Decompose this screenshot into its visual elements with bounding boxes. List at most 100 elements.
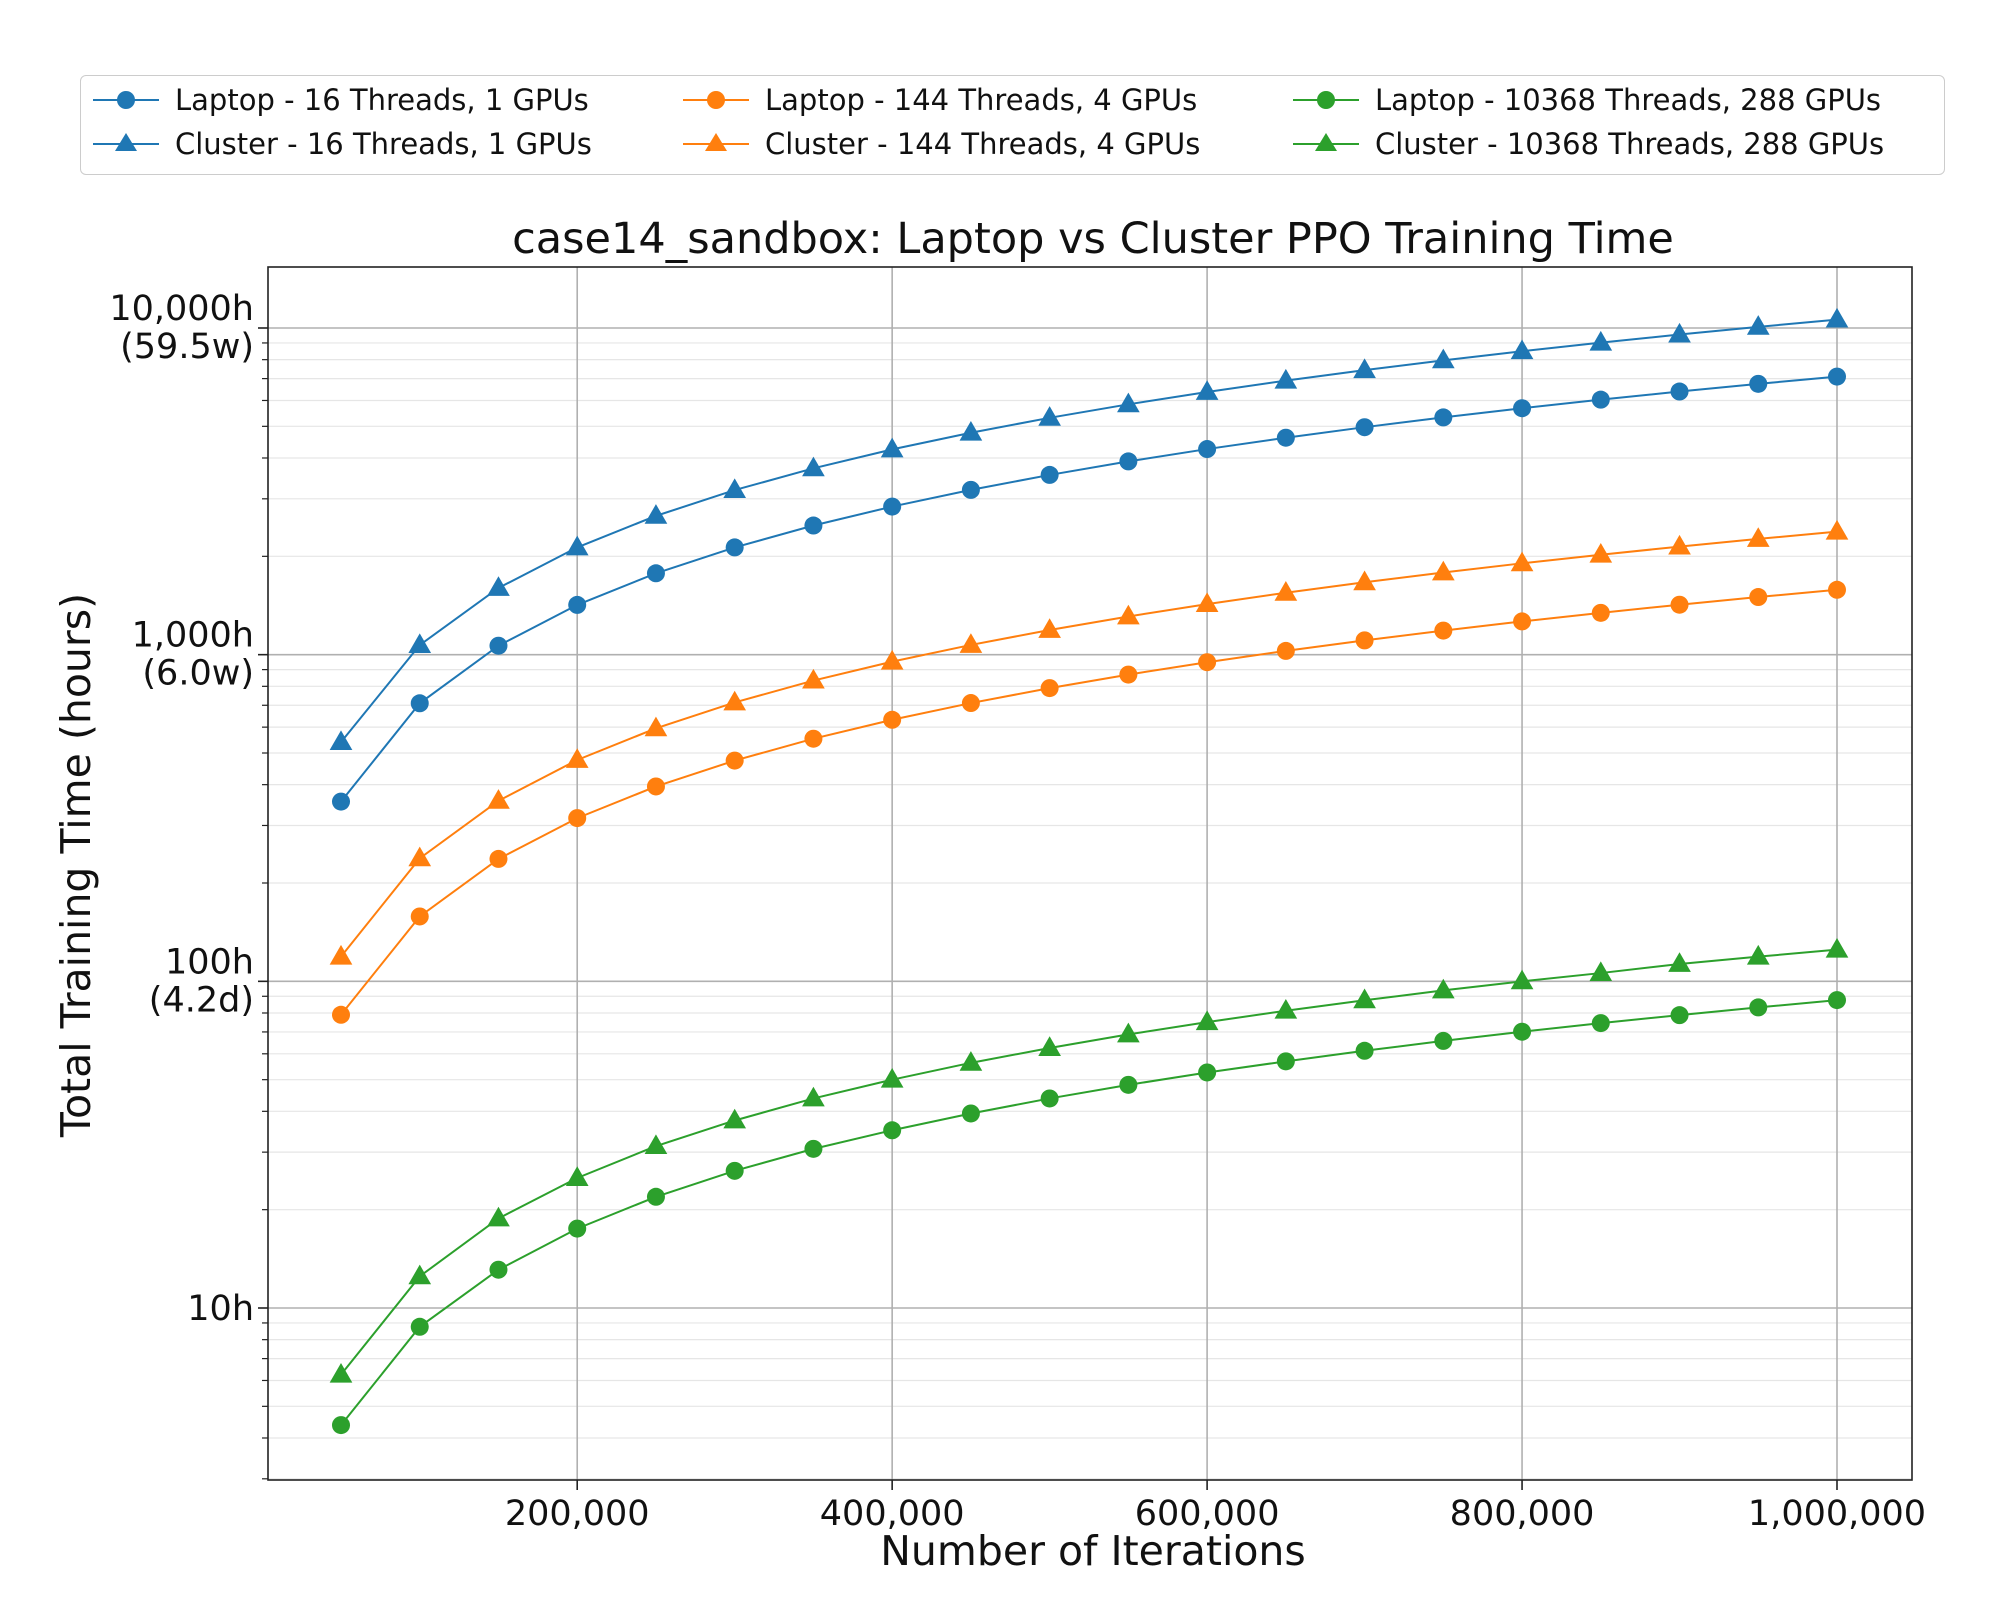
data-point-marker <box>1668 952 1691 972</box>
data-point-marker <box>1117 604 1140 625</box>
data-point-marker <box>565 748 589 768</box>
data-point-marker <box>723 478 747 499</box>
data-point-marker <box>408 846 432 867</box>
legend-label: Laptop - 144 Threads, 4 GPUs <box>765 83 1198 117</box>
data-point-marker <box>1431 978 1455 999</box>
series-line <box>340 588 1838 1016</box>
data-point-marker <box>1198 653 1217 672</box>
data-point-marker <box>1119 452 1138 471</box>
data-point-marker <box>1589 961 1613 982</box>
data-point-marker <box>487 576 510 596</box>
data-point-marker <box>1274 581 1298 601</box>
data-point-marker <box>1591 390 1610 409</box>
data-point-marker <box>646 1187 665 1206</box>
data-point-marker <box>961 694 980 713</box>
chart-title: case14_sandbox: Laptop vs Cluster PPO Tr… <box>512 214 1674 264</box>
data-point-marker <box>1276 641 1295 660</box>
series-line <box>340 318 1838 743</box>
data-point-marker <box>1825 937 1849 958</box>
legend-entry: Laptop - 144 Threads, 4 GPUs <box>675 80 1197 120</box>
x-tick-label: 400,000 <box>820 1494 965 1534</box>
legend-entry: Cluster - 10368 Threads, 288 GPUs <box>1285 124 1884 164</box>
data-point-marker <box>1510 339 1534 360</box>
data-point-marker <box>332 1005 350 1024</box>
series-line <box>340 375 1838 803</box>
legend-label: Laptop - 10368 Threads, 288 GPUs <box>1375 83 1882 117</box>
data-point-marker <box>1434 408 1453 427</box>
data-point-marker <box>1668 534 1691 555</box>
data-point-marker <box>1040 1089 1059 1108</box>
legend-label: Cluster - 144 Threads, 4 GPUs <box>765 127 1201 161</box>
data-point-marker <box>725 751 744 770</box>
data-point-marker <box>1119 665 1138 684</box>
data-point-marker <box>332 1416 350 1435</box>
data-point-marker <box>880 649 904 670</box>
data-point-marker <box>1589 330 1613 351</box>
series-line <box>340 530 1838 958</box>
data-point-marker <box>408 1264 432 1285</box>
data-point-marker <box>1355 631 1374 650</box>
data-point-marker <box>1510 969 1534 990</box>
data-point-marker <box>1513 399 1532 418</box>
data-point-marker <box>1591 1014 1610 1033</box>
data-point-marker <box>410 1317 429 1336</box>
legend-label: Cluster - 10368 Threads, 288 GPUs <box>1375 127 1885 161</box>
data-point-marker <box>489 849 508 868</box>
legend-entry: Laptop - 16 Threads, 1 GPUs <box>85 80 589 120</box>
legend-label: Laptop - 16 Threads, 1 GPUs <box>175 83 589 117</box>
x-axis-label: Number of Iterations <box>880 1527 1306 1575</box>
data-point-marker <box>1668 322 1691 343</box>
data-point-marker <box>1589 542 1613 563</box>
data-point-marker <box>1746 944 1770 965</box>
data-point-marker <box>1513 1022 1532 1041</box>
data-point-marker <box>1828 991 1846 1010</box>
data-point-marker <box>1276 1052 1295 1071</box>
series-line <box>340 999 1838 1426</box>
data-point-marker <box>1513 612 1532 631</box>
y-tick-sublabel: (6.0w) <box>142 654 254 694</box>
y-tick-label: 10h <box>187 1289 254 1329</box>
data-point-marker <box>410 694 429 713</box>
data-point-marker <box>489 636 508 655</box>
data-point-marker <box>961 480 980 499</box>
data-point-marker <box>961 1104 980 1123</box>
data-point-marker <box>1274 368 1298 389</box>
data-point-marker <box>1749 374 1768 393</box>
plot-background <box>268 267 1912 1480</box>
x-tick-label: 200,000 <box>505 1494 650 1534</box>
legend-entry: Cluster - 16 Threads, 1 GPUs <box>85 124 592 164</box>
data-point-marker <box>332 792 350 811</box>
data-point-marker <box>1274 998 1298 1019</box>
data-point-marker <box>1276 428 1295 447</box>
data-point-marker <box>329 1362 353 1383</box>
plot-area: 10h 100h(4.2d) 1,000h(6.0w) 10,000h(59.5w) 2… <box>109 266 1926 1534</box>
data-point-marker <box>410 907 429 926</box>
data-point-marker <box>646 564 665 583</box>
data-point-marker <box>883 1121 902 1140</box>
data-point-marker <box>883 497 902 516</box>
circle-marker-icon <box>93 91 159 109</box>
data-point-marker <box>487 789 510 809</box>
data-point-marker <box>644 504 668 524</box>
data-point-marker <box>1670 595 1689 614</box>
data-point-marker <box>644 716 668 737</box>
data-point-marker <box>568 595 587 614</box>
x-tick-label: 800,000 <box>1450 1494 1595 1534</box>
data-point-marker <box>802 1086 825 1107</box>
data-point-marker <box>565 1166 589 1186</box>
data-point-marker <box>1355 1041 1374 1060</box>
data-point-marker <box>1353 358 1376 379</box>
y-axis-label: Total Training Time (hours) <box>52 593 100 1138</box>
data-point-marker <box>1038 406 1061 426</box>
data-point-marker <box>883 710 902 729</box>
y-tick-sublabel: (4.2d) <box>149 980 254 1020</box>
data-point-marker <box>802 456 825 477</box>
data-point-marker <box>1040 465 1059 484</box>
data-point-marker <box>1195 380 1219 400</box>
data-point-marker <box>1038 618 1061 638</box>
data-point-marker <box>1119 1075 1138 1094</box>
data-point-marker <box>1353 988 1376 1009</box>
data-point-marker <box>723 1108 747 1129</box>
legend: Laptop - 16 Threads, 1 GPUs Cluster - 16 … <box>80 75 1945 175</box>
